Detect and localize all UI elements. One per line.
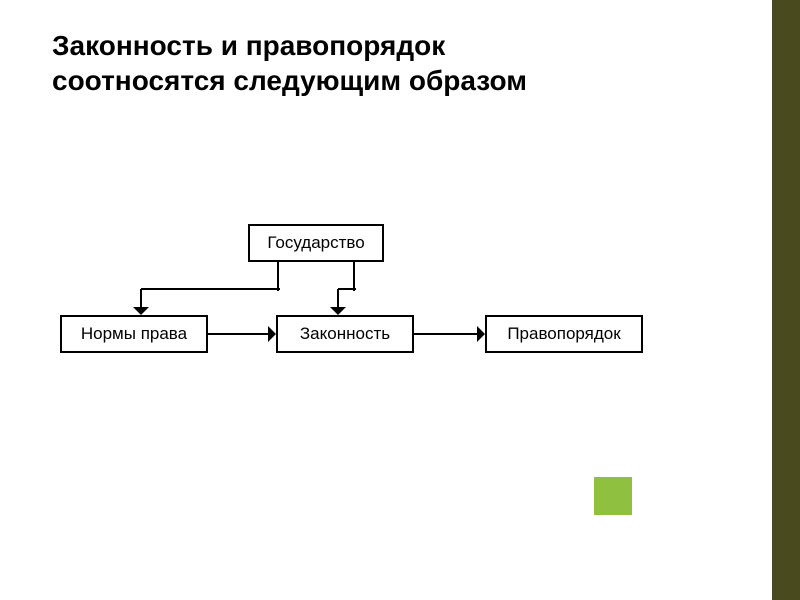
node-norms-label: Нормы права [81, 324, 187, 344]
node-norms: Нормы права [60, 315, 208, 353]
slide: Законность и правопорядок соотносятся сл… [0, 0, 800, 600]
arrow-state-legality-v2 [337, 289, 339, 308]
arrow-norms-legality-head [268, 326, 276, 342]
node-order: Правопорядок [485, 315, 643, 353]
arrow-state-legality-v [353, 262, 355, 291]
arrow-state-norms-v2 [140, 289, 142, 308]
node-legality: Законность [276, 315, 414, 353]
node-state-label: Государство [267, 233, 364, 253]
flow-diagram: Государство Нормы права Законность Право… [0, 0, 800, 600]
arrow-legality-order-head [477, 326, 485, 342]
arrow-legality-order [414, 333, 477, 335]
node-order-label: Правопорядок [507, 324, 620, 344]
arrow-state-legality-h [338, 288, 356, 290]
node-state: Государство [248, 224, 384, 262]
arrow-state-norms-v [277, 262, 279, 291]
arrow-state-norms-h [141, 288, 280, 290]
arrow-norms-legality [208, 333, 268, 335]
node-legality-label: Законность [300, 324, 390, 344]
arrow-state-norms-head [133, 307, 149, 315]
arrow-state-legality-head [330, 307, 346, 315]
